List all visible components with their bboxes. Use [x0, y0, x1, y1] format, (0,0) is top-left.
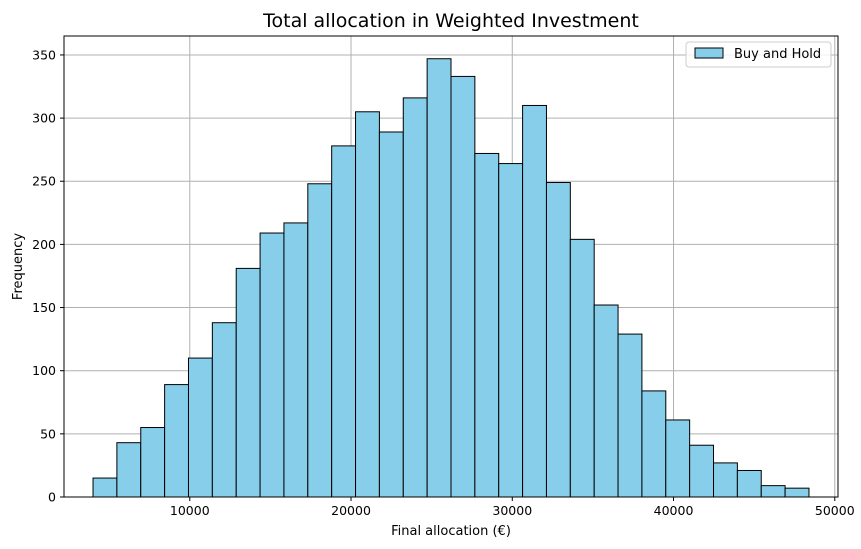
y-tick-label: 350 — [32, 47, 56, 62]
histogram-bar — [641, 390, 667, 498]
y-tick-label: 250 — [32, 174, 56, 189]
bars-group — [92, 58, 810, 498]
chart-title: Total allocation in Weighted Investment — [262, 10, 639, 32]
histogram-bar — [689, 444, 715, 498]
histogram-bar — [450, 75, 476, 498]
y-axis-label: Frequency — [11, 233, 26, 300]
histogram-bar — [522, 104, 547, 498]
histogram-bar — [784, 487, 810, 498]
x-axis-label: Final allocation (€) — [391, 524, 511, 539]
histogram-bar — [378, 131, 404, 498]
histogram-bar — [283, 222, 309, 498]
histogram-bar — [713, 462, 738, 498]
histogram-bar — [92, 477, 118, 498]
axes-frame — [63, 35, 839, 498]
histogram-bar — [474, 152, 500, 498]
histogram-bar — [617, 333, 643, 498]
x-tick-label: 50000 — [815, 503, 855, 518]
histogram-bar — [402, 97, 428, 498]
histogram-bar — [736, 469, 762, 498]
x-tick-label: 40000 — [654, 503, 694, 518]
x-tick-label: 10000 — [170, 503, 210, 518]
legend-label: Buy and Hold — [734, 47, 821, 62]
histogram-bar — [355, 111, 380, 498]
histogram-bar — [498, 163, 524, 498]
histogram-bar — [569, 238, 595, 498]
histogram-bar — [307, 183, 333, 498]
y-tick-label: 150 — [32, 300, 56, 315]
histogram-bar — [426, 58, 452, 498]
y-tick-label: 300 — [32, 111, 56, 126]
histogram-bar — [140, 427, 166, 498]
x-axis-ticks: 10000 20000 30000 40000 50000 — [170, 497, 855, 518]
legend-swatch — [694, 47, 724, 59]
y-tick-label: 100 — [32, 363, 56, 378]
y-tick-label: 0 — [48, 490, 56, 505]
histogram-bar — [211, 322, 237, 498]
histogram-bar — [760, 485, 786, 498]
y-tick-label: 50 — [40, 426, 56, 441]
x-tick-label: 20000 — [331, 503, 371, 518]
histogram-bar — [259, 232, 285, 498]
x-tick-label: 30000 — [492, 503, 532, 518]
legend: Buy and Hold — [685, 41, 832, 68]
histogram-bar — [665, 419, 691, 498]
histogram-bar — [331, 145, 357, 498]
histogram-bar — [187, 357, 213, 498]
y-axis-ticks: 0 50 100 150 200 250 300 350 — [32, 47, 64, 505]
y-tick-label: 200 — [32, 237, 56, 252]
histogram-bar — [545, 182, 571, 498]
histogram-bar — [593, 304, 619, 498]
histogram-bar — [116, 442, 142, 498]
histogram-bar — [164, 384, 189, 498]
histogram-bar — [235, 267, 261, 498]
